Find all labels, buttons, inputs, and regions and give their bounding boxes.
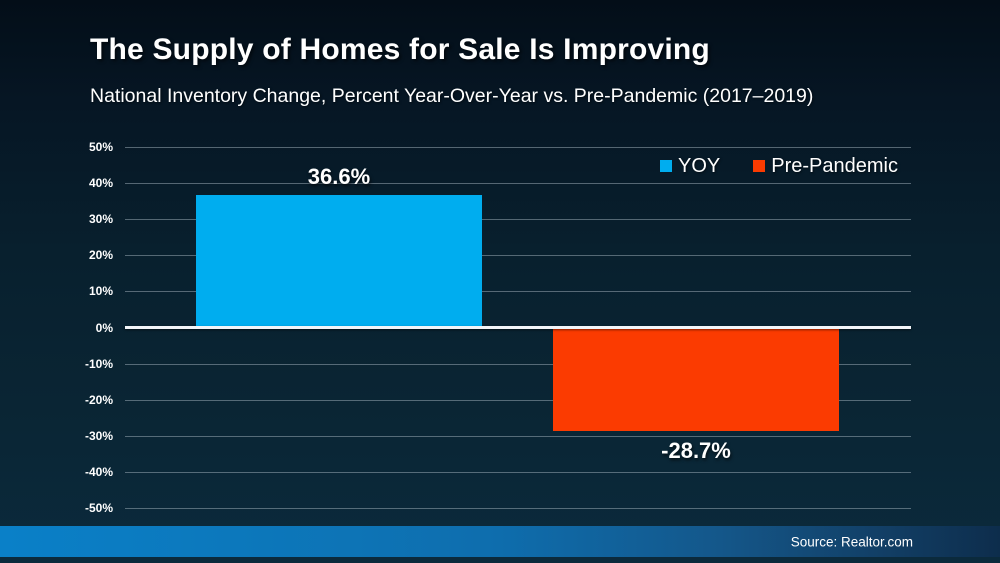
zero-axis-line (125, 325, 911, 330)
legend-item-pre-pandemic: Pre-Pandemic (753, 155, 898, 177)
gridline-40% (125, 183, 911, 185)
gridline-50% (125, 147, 911, 148)
y-tick--40%: -40% (84, 464, 113, 479)
bar-pre-pandemic (553, 327, 839, 432)
gridline--40% (125, 471, 911, 473)
page-subtitle: National Inventory Change, Percent Year-… (90, 85, 814, 107)
gridline-30% (125, 219, 911, 221)
gridline--30% (125, 435, 911, 437)
legend-label-yoy: YOY (678, 155, 721, 177)
legend-swatch-icon-yoy (660, 160, 672, 172)
y-tick-0%: 0% (95, 320, 113, 335)
source-credit: Source: Realtor.com (790, 534, 913, 549)
y-tick--50%: -50% (84, 501, 113, 515)
bar-yoy (196, 195, 482, 328)
y-tick-20%: 20% (88, 248, 113, 263)
gridline-10% (125, 291, 911, 293)
y-tick--10%: -10% (84, 356, 113, 371)
legend-item-yoy: YOY (660, 155, 720, 177)
legend-swatch-icon-pre-pandemic (753, 160, 766, 172)
gridline-20% (125, 255, 911, 257)
page-title: The Supply of Homes for Sale Is Improvin… (90, 33, 710, 66)
gridline--20% (125, 399, 911, 401)
y-tick--20%: -20% (84, 392, 113, 407)
value-label-pre-pandemic: -28.7% (661, 438, 731, 464)
gridline--50% (125, 508, 911, 509)
y-tick-50%: 50% (88, 140, 113, 154)
value-label-yoy: 36.6% (307, 164, 371, 190)
footer-bar: Source: Realtor.com (0, 526, 1000, 557)
gridline--10% (125, 363, 911, 365)
chart-legend: YOY Pre-Pandemic (660, 151, 898, 181)
y-tick--30%: -30% (84, 428, 113, 443)
y-tick-40%: 40% (88, 176, 113, 191)
legend-label-pre-pandemic: Pre-Pandemic (771, 155, 898, 177)
y-tick-30%: 30% (88, 212, 113, 227)
y-tick-10%: 10% (88, 284, 113, 299)
